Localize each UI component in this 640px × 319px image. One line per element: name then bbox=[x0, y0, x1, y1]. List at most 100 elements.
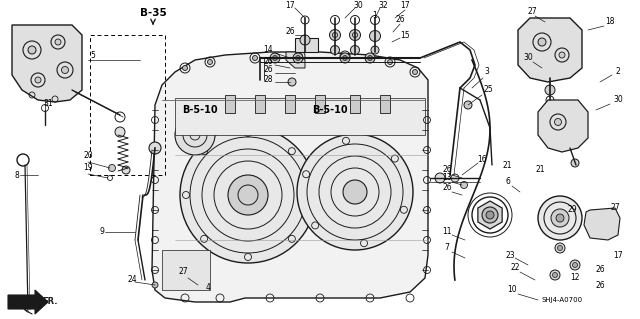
Circle shape bbox=[573, 263, 577, 268]
Circle shape bbox=[253, 56, 257, 61]
Text: 19: 19 bbox=[83, 162, 93, 172]
Circle shape bbox=[482, 207, 498, 223]
Text: B-35: B-35 bbox=[140, 8, 166, 18]
Circle shape bbox=[413, 70, 417, 75]
Circle shape bbox=[538, 196, 582, 240]
Circle shape bbox=[228, 175, 268, 215]
Text: 12: 12 bbox=[570, 273, 580, 283]
Text: FR.: FR. bbox=[42, 298, 58, 307]
Circle shape bbox=[343, 180, 367, 204]
Circle shape bbox=[351, 46, 360, 55]
Text: 27: 27 bbox=[527, 8, 537, 17]
Text: 26: 26 bbox=[263, 65, 273, 75]
Text: 27: 27 bbox=[610, 204, 620, 212]
Polygon shape bbox=[12, 25, 82, 102]
Bar bbox=[315, 95, 325, 113]
Text: 9: 9 bbox=[100, 227, 104, 236]
Text: 15: 15 bbox=[400, 31, 410, 40]
Text: 26: 26 bbox=[442, 183, 452, 192]
Text: 21: 21 bbox=[535, 166, 545, 174]
Text: 13: 13 bbox=[442, 174, 452, 182]
Circle shape bbox=[545, 85, 555, 95]
Circle shape bbox=[109, 165, 115, 172]
Circle shape bbox=[550, 270, 560, 280]
Circle shape bbox=[559, 52, 565, 58]
Circle shape bbox=[149, 142, 161, 154]
Text: 29: 29 bbox=[567, 205, 577, 214]
Circle shape bbox=[451, 174, 459, 182]
Circle shape bbox=[349, 29, 360, 41]
Text: 21: 21 bbox=[502, 160, 512, 169]
Text: 32: 32 bbox=[378, 2, 388, 11]
Polygon shape bbox=[584, 208, 620, 240]
Circle shape bbox=[371, 46, 379, 54]
Circle shape bbox=[182, 65, 188, 70]
Text: 20: 20 bbox=[83, 151, 93, 160]
Circle shape bbox=[297, 134, 413, 250]
Circle shape bbox=[115, 127, 125, 137]
Bar bbox=[225, 95, 235, 113]
Text: B-5-10: B-5-10 bbox=[312, 105, 348, 115]
Polygon shape bbox=[8, 290, 48, 314]
Circle shape bbox=[551, 209, 569, 227]
Polygon shape bbox=[538, 100, 588, 152]
Bar bbox=[380, 95, 390, 113]
Bar bbox=[255, 95, 265, 113]
Polygon shape bbox=[286, 52, 305, 68]
Circle shape bbox=[387, 60, 392, 64]
Circle shape bbox=[288, 78, 296, 86]
Text: 26: 26 bbox=[395, 16, 405, 25]
Circle shape bbox=[293, 53, 303, 63]
Text: 22: 22 bbox=[510, 263, 520, 272]
Text: 1: 1 bbox=[372, 11, 378, 19]
Circle shape bbox=[435, 173, 445, 183]
Circle shape bbox=[464, 101, 472, 109]
Text: 5: 5 bbox=[91, 50, 95, 60]
Text: 26: 26 bbox=[263, 57, 273, 66]
Text: 4: 4 bbox=[205, 284, 211, 293]
Circle shape bbox=[554, 118, 561, 125]
Polygon shape bbox=[175, 98, 425, 135]
Text: 26: 26 bbox=[595, 280, 605, 290]
Circle shape bbox=[28, 46, 36, 54]
Text: 28: 28 bbox=[263, 76, 273, 85]
Text: 7: 7 bbox=[445, 243, 449, 253]
Text: 8: 8 bbox=[15, 170, 19, 180]
Polygon shape bbox=[518, 18, 582, 82]
Polygon shape bbox=[162, 250, 210, 290]
Circle shape bbox=[461, 182, 467, 189]
Circle shape bbox=[330, 46, 339, 55]
Circle shape bbox=[296, 56, 301, 61]
Circle shape bbox=[342, 54, 348, 58]
Circle shape bbox=[596, 225, 604, 232]
Circle shape bbox=[270, 53, 280, 63]
Text: 6: 6 bbox=[506, 177, 511, 187]
Circle shape bbox=[175, 115, 215, 155]
Text: 11: 11 bbox=[442, 227, 452, 236]
Text: B-5-10: B-5-10 bbox=[182, 105, 218, 115]
Circle shape bbox=[365, 53, 375, 63]
Circle shape bbox=[298, 54, 303, 58]
Circle shape bbox=[61, 66, 68, 73]
Circle shape bbox=[152, 282, 158, 288]
Circle shape bbox=[330, 29, 340, 41]
Text: 17: 17 bbox=[613, 250, 623, 259]
Text: 17: 17 bbox=[400, 2, 410, 11]
Circle shape bbox=[122, 166, 130, 174]
Text: 2: 2 bbox=[616, 68, 620, 77]
Circle shape bbox=[207, 60, 212, 64]
Text: 16: 16 bbox=[477, 155, 487, 165]
Circle shape bbox=[486, 211, 494, 219]
Circle shape bbox=[552, 272, 557, 278]
Text: 30: 30 bbox=[353, 2, 363, 11]
Text: 30: 30 bbox=[523, 54, 533, 63]
Polygon shape bbox=[295, 38, 318, 52]
Text: 26: 26 bbox=[442, 166, 452, 174]
Text: 27: 27 bbox=[178, 268, 188, 277]
Circle shape bbox=[556, 214, 564, 222]
Text: 14: 14 bbox=[263, 46, 273, 55]
Text: 17: 17 bbox=[285, 2, 295, 11]
Circle shape bbox=[555, 243, 565, 253]
Circle shape bbox=[592, 220, 608, 236]
Text: 25: 25 bbox=[483, 85, 493, 94]
